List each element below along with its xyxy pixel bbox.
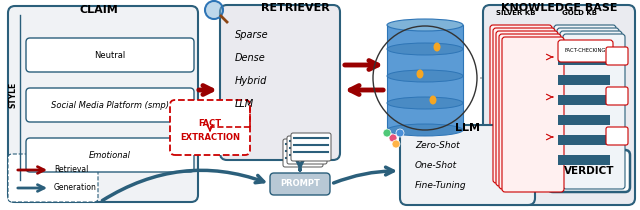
FancyBboxPatch shape — [26, 88, 194, 122]
FancyBboxPatch shape — [560, 31, 622, 186]
Polygon shape — [558, 135, 610, 145]
Text: Emotional: Emotional — [89, 151, 131, 160]
Text: STYLE: STYLE — [8, 82, 17, 108]
FancyBboxPatch shape — [493, 28, 555, 183]
FancyBboxPatch shape — [26, 138, 194, 172]
Ellipse shape — [387, 97, 463, 109]
Ellipse shape — [433, 42, 440, 51]
Text: Hybrid: Hybrid — [235, 76, 268, 86]
FancyBboxPatch shape — [502, 37, 564, 192]
Text: VERDICT: VERDICT — [564, 166, 614, 176]
Circle shape — [389, 134, 397, 142]
Polygon shape — [558, 55, 610, 65]
Text: Retrieval: Retrieval — [54, 165, 88, 175]
FancyBboxPatch shape — [283, 139, 323, 167]
FancyBboxPatch shape — [400, 125, 535, 205]
Text: Social Media Platform (smp): Social Media Platform (smp) — [51, 101, 169, 109]
Text: RETRIEVER: RETRIEVER — [260, 3, 330, 13]
FancyBboxPatch shape — [548, 150, 630, 192]
Text: KNOWLEDGE BASE: KNOWLEDGE BASE — [500, 3, 617, 13]
Text: Neutral: Neutral — [94, 50, 125, 59]
FancyBboxPatch shape — [499, 34, 561, 189]
Ellipse shape — [387, 70, 463, 82]
Text: Zero-Shot: Zero-Shot — [415, 140, 460, 150]
Polygon shape — [558, 155, 610, 165]
Ellipse shape — [387, 124, 463, 136]
Text: LLM: LLM — [235, 99, 254, 109]
FancyBboxPatch shape — [483, 5, 635, 205]
FancyBboxPatch shape — [270, 173, 330, 195]
Polygon shape — [387, 25, 463, 130]
FancyBboxPatch shape — [8, 154, 98, 202]
Ellipse shape — [417, 70, 424, 79]
Text: Fine-Tuning: Fine-Tuning — [415, 181, 467, 189]
Text: One-Shot: One-Shot — [415, 160, 457, 169]
Text: FACT-CHECKING: FACT-CHECKING — [564, 49, 605, 54]
FancyBboxPatch shape — [606, 87, 628, 105]
Polygon shape — [558, 95, 610, 105]
Text: FACT: FACT — [198, 119, 221, 129]
Text: EXTRACTION: EXTRACTION — [180, 134, 240, 143]
FancyBboxPatch shape — [170, 100, 250, 155]
FancyBboxPatch shape — [287, 136, 327, 164]
Circle shape — [396, 129, 404, 137]
Text: PROMPT: PROMPT — [280, 180, 320, 189]
FancyBboxPatch shape — [490, 25, 552, 180]
Circle shape — [206, 2, 222, 18]
FancyBboxPatch shape — [606, 47, 628, 65]
FancyBboxPatch shape — [558, 40, 613, 62]
Text: Generation: Generation — [54, 184, 97, 193]
FancyBboxPatch shape — [563, 34, 625, 189]
Polygon shape — [558, 75, 610, 85]
FancyBboxPatch shape — [496, 31, 558, 186]
FancyBboxPatch shape — [220, 5, 340, 160]
Ellipse shape — [387, 43, 463, 55]
FancyBboxPatch shape — [554, 25, 616, 180]
Ellipse shape — [387, 19, 463, 31]
Text: Sparse: Sparse — [235, 30, 269, 40]
Text: Dense: Dense — [235, 53, 266, 63]
Polygon shape — [558, 115, 610, 125]
FancyBboxPatch shape — [26, 38, 194, 72]
Circle shape — [383, 129, 391, 137]
FancyBboxPatch shape — [557, 28, 619, 183]
Text: SILVER KB: SILVER KB — [496, 10, 536, 16]
Ellipse shape — [429, 96, 436, 105]
Text: CLAIM: CLAIM — [79, 5, 118, 15]
FancyBboxPatch shape — [8, 6, 198, 202]
Text: LLM: LLM — [454, 123, 479, 133]
Circle shape — [392, 140, 400, 148]
FancyBboxPatch shape — [291, 133, 331, 161]
Text: GOLD KB: GOLD KB — [563, 10, 598, 16]
FancyBboxPatch shape — [606, 127, 628, 145]
